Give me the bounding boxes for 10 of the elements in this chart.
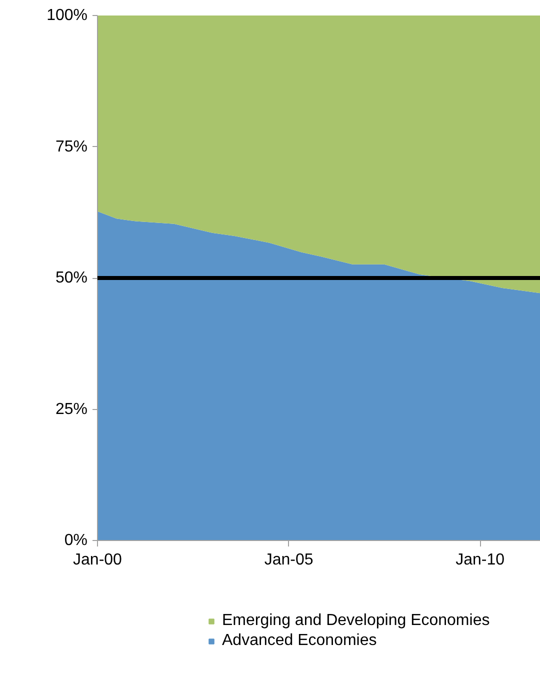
y-tick-label: 50% xyxy=(55,270,88,286)
legend-label: Emerging and Developing Economies xyxy=(222,612,490,630)
y-tick-label: 25% xyxy=(55,400,88,418)
y-tick-label: 0% xyxy=(64,532,88,549)
x-tick-label: Jan-10 xyxy=(456,552,505,568)
legend-label: Advanced Economies xyxy=(222,632,377,650)
x-tick-label: Jan-05 xyxy=(264,552,314,568)
y-tick-label: 100% xyxy=(46,7,88,24)
x-tick-label: Jan-00 xyxy=(73,552,122,568)
y-tick-label: 75% xyxy=(55,138,88,156)
